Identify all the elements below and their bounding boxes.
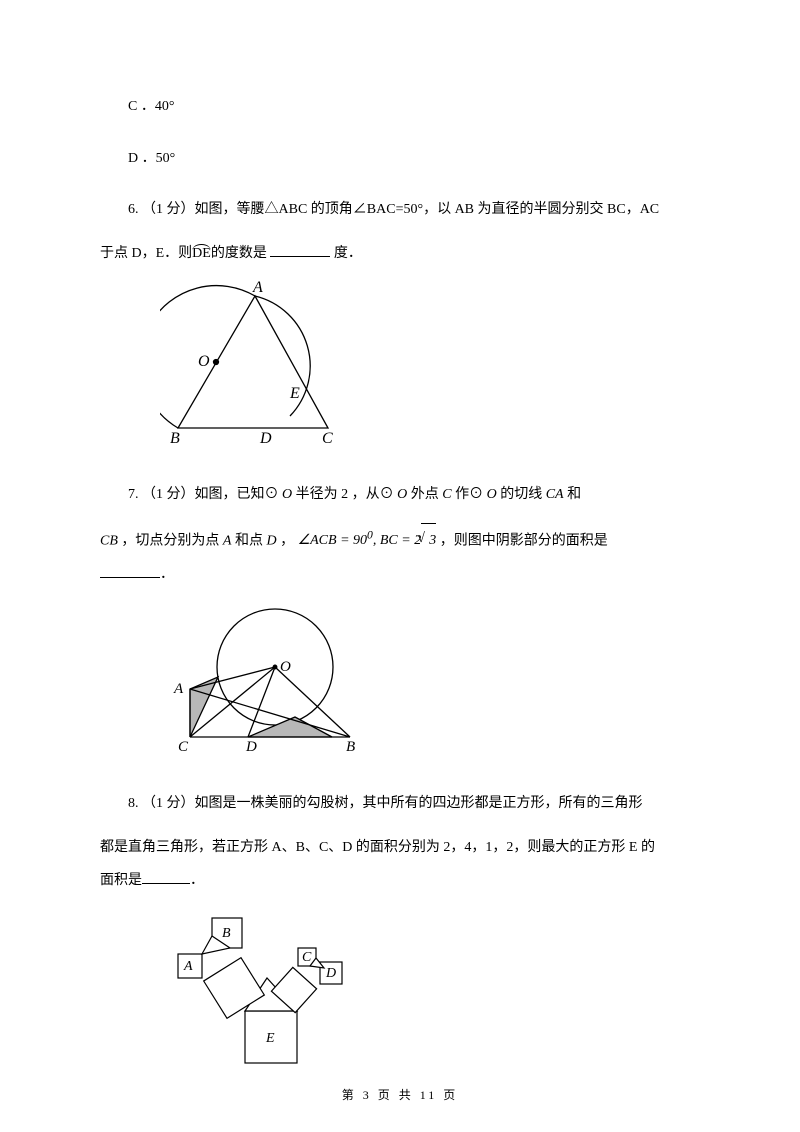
l-c: C (178, 739, 189, 755)
f-mid: 页 共 (372, 1088, 420, 1102)
q7-t3: 外点 (407, 487, 442, 502)
q7-t7: ，切点分别为点 (118, 533, 223, 548)
l-d: D (245, 739, 257, 755)
q7-t6: 和 (564, 487, 582, 502)
q7-figure: A O C D B (160, 597, 700, 771)
q6-line1: 6. （1 分）如图，等腰△ABC 的顶角∠BAC=50°，以 AB 为直径的半… (100, 193, 700, 227)
q7-fb: , BC = 2 (373, 533, 421, 548)
q7-formula: ∠ACB = 900, BC = 23 (298, 533, 440, 548)
q7-o1: O (282, 487, 292, 502)
q8-line3: 面积是 ． (100, 864, 700, 898)
f-page: 3 (363, 1088, 372, 1102)
q6-line2: 于点 D，E．则DE的度数是 度． (100, 237, 700, 271)
f-suffix: 页 (437, 1088, 458, 1102)
q7-blank (100, 564, 160, 578)
lbl-c: C (302, 950, 312, 965)
q7-t8: 和点 (231, 533, 266, 548)
q6-blank (270, 243, 330, 257)
q6-text-b: 的度数是 (211, 246, 267, 261)
label-c: C (322, 430, 333, 447)
l-a: A (173, 681, 184, 697)
q7-cb: CB (100, 533, 118, 548)
q7-line3: ． (100, 558, 700, 592)
f-prefix: 第 (342, 1088, 363, 1102)
q7-c: C (442, 487, 451, 502)
q8-line1: 8. （1 分）如图是一株美丽的勾股树，其中所有的四边形都是正方形，所有的三角形 (100, 787, 700, 821)
q7-t5: 的切线 (497, 487, 546, 502)
q7-fa: ∠ACB = 90 (298, 533, 367, 548)
lbl-b: B (222, 926, 231, 941)
q7-t4: 作⊙ (452, 487, 487, 502)
option-d: D ．50° (100, 142, 700, 176)
q6-text-a: 于点 D，E．则 (100, 246, 192, 261)
q7-ca: CA (546, 487, 564, 502)
q7-line1: 7. （1 分）如图，已知⊙ O 半径为 2 ，从⊙ O 外点 C 作⊙ O 的… (100, 478, 700, 512)
page-footer: 第 3 页 共 11 页 (0, 1081, 800, 1110)
point-o (214, 360, 219, 365)
q6-figure: A O E B D C (160, 278, 700, 462)
lbl-d: D (325, 966, 336, 981)
q8-t2: ． (190, 873, 204, 888)
q7-t10: ，则图中阴影部分的面积是 (440, 533, 608, 548)
label-b: B (170, 430, 180, 447)
q7-o3: O (487, 487, 497, 502)
label-o: O (198, 353, 210, 370)
arc-de: DE (192, 246, 211, 261)
q7-t2: 半径为 2 ，从⊙ (292, 487, 397, 502)
lbl-a: A (183, 959, 193, 974)
q8-figure: A B C D E (160, 906, 700, 1080)
q6-text-c: 度． (334, 246, 362, 261)
label-a: A (252, 279, 263, 296)
l-o: O (280, 659, 291, 675)
lbl-e: E (265, 1031, 275, 1046)
label-d: D (259, 430, 272, 447)
q7-o2: O (397, 487, 407, 502)
shade-right (248, 717, 332, 737)
arc-right (255, 296, 310, 416)
q7-line2: CB ，切点分别为点 A 和点 D ， ∠ACB = 900, BC = 23 … (100, 522, 700, 558)
q7-t9: ， (277, 533, 298, 548)
center-o (273, 666, 277, 670)
q8-blank (142, 870, 190, 884)
q7-d: D (266, 533, 276, 548)
l-b: B (346, 739, 355, 755)
q8-line2: 都是直角三角形，若正方形 A、B、C、D 的面积分别为 2，4，1，2，则最大的… (100, 831, 700, 865)
f-total: 11 (420, 1088, 438, 1102)
q8-t1: 面积是 (100, 873, 142, 888)
q7-t1: 7. （1 分）如图，已知⊙ (128, 487, 282, 502)
q7-period: ． (160, 567, 174, 582)
option-c: C ．40° (100, 90, 700, 124)
q7-sqrt: 3 (421, 523, 436, 558)
label-e: E (289, 385, 300, 402)
